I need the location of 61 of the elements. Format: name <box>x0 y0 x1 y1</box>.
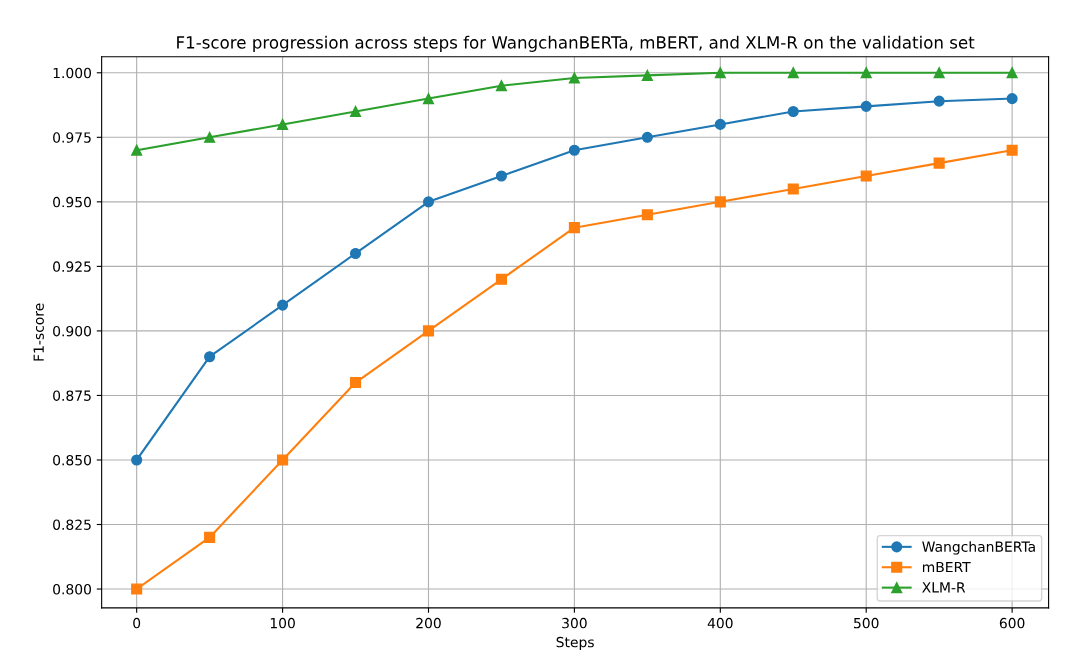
x-tick-label: 0 <box>133 617 141 629</box>
point <box>714 67 726 79</box>
point <box>349 105 362 118</box>
point <box>1006 93 1018 105</box>
point <box>495 170 507 182</box>
point <box>495 80 507 92</box>
point <box>714 196 726 208</box>
point <box>131 583 143 595</box>
point <box>349 376 362 389</box>
y-tick-label: 0.800 <box>53 584 92 595</box>
point <box>1006 144 1018 156</box>
point <box>422 325 435 337</box>
point <box>204 531 216 543</box>
x-tick-label: 500 <box>854 617 879 629</box>
point <box>641 131 653 143</box>
point <box>277 299 289 311</box>
point <box>641 209 653 221</box>
x-tick-label: 400 <box>707 617 733 629</box>
legend-label: WangchanBERTa <box>922 541 1035 555</box>
point <box>422 196 435 208</box>
x-tick-label: 300 <box>562 617 587 629</box>
point <box>860 170 872 182</box>
x-tick-label: 600 <box>999 617 1025 629</box>
point <box>860 67 872 79</box>
x-axis-title: Steps <box>556 636 594 651</box>
point <box>787 105 799 118</box>
point <box>568 72 580 84</box>
point <box>714 118 726 130</box>
y-axis-title: F1-score <box>33 303 44 361</box>
y-tick-label: 0.875 <box>53 390 91 401</box>
y-tick-label: 0.850 <box>53 454 92 466</box>
x-tick-label: 100 <box>270 617 295 629</box>
point <box>933 157 945 169</box>
point <box>349 247 362 260</box>
chart-title: F1-score progression across steps for WangchanBERTa, mBERT, and XLM-R on the validation set <box>177 35 975 52</box>
y-tick-label: 0.925 <box>53 261 91 272</box>
legend-label: mBERT <box>922 561 971 573</box>
point <box>641 69 653 81</box>
point <box>495 273 507 285</box>
point <box>277 454 289 466</box>
x-tick-label: 200 <box>416 617 441 629</box>
y-tick-label: 1.000 <box>53 67 92 79</box>
legend-label: XLM-R <box>922 582 966 593</box>
point <box>568 144 580 156</box>
point <box>131 144 143 156</box>
point <box>277 118 289 130</box>
point <box>131 454 143 466</box>
point <box>204 351 216 363</box>
y-tick-label: 0.975 <box>53 132 91 143</box>
point <box>204 131 216 143</box>
point <box>933 95 945 107</box>
point <box>787 183 799 195</box>
point <box>1006 67 1018 79</box>
y-tick-label: 0.900 <box>53 325 92 337</box>
point <box>422 93 435 105</box>
point <box>568 222 580 234</box>
point <box>933 67 945 79</box>
y-tick-label: 0.825 <box>53 519 91 530</box>
y-tick-label: 0.950 <box>53 196 92 208</box>
point <box>787 67 799 79</box>
point <box>860 100 872 112</box>
